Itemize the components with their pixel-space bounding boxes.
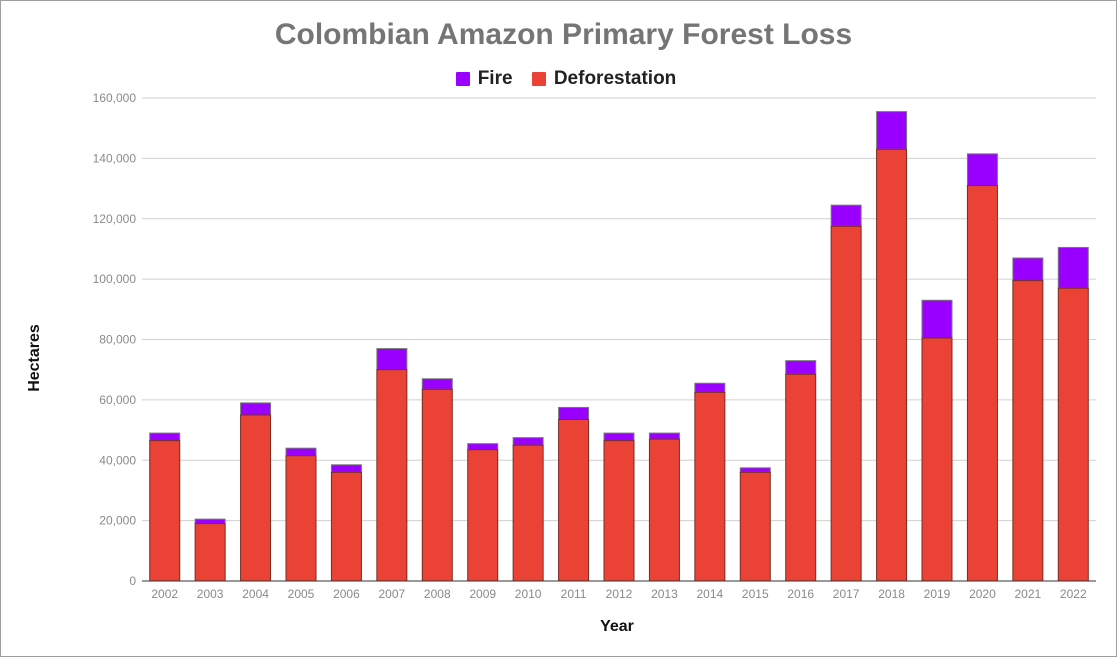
bar-fire <box>149 432 181 442</box>
y-tick-label: 160,000 <box>93 91 137 105</box>
bar-deforestation <box>512 444 544 582</box>
bar-fire <box>876 111 908 150</box>
bar-fire <box>376 348 408 371</box>
bar-deforestation <box>194 523 226 582</box>
x-tick-label: 2018 <box>878 587 905 601</box>
bar-fire <box>739 467 771 473</box>
bar-deforestation <box>921 337 953 582</box>
bar-deforestation <box>285 455 317 582</box>
y-tick-label: 0 <box>129 574 136 588</box>
bar-fire <box>785 360 817 375</box>
bar-fire <box>830 204 862 227</box>
x-tick-label: 2017 <box>833 587 860 601</box>
y-tick-label: 140,000 <box>93 151 137 165</box>
x-axis-title: Year <box>600 618 634 635</box>
legend-label-deforestation: Deforestation <box>553 68 677 89</box>
bar-deforestation <box>376 369 408 582</box>
x-tick-label: 2016 <box>787 587 814 601</box>
x-tick-label: 2002 <box>151 587 178 601</box>
chart-title: Colombian Amazon Primary Forest Loss <box>274 18 853 51</box>
bar-fire <box>467 443 499 451</box>
x-tick-label: 2008 <box>424 587 451 601</box>
y-tick-label: 40,000 <box>99 453 136 467</box>
bar-deforestation <box>830 225 862 582</box>
bar-fire <box>921 299 953 339</box>
y-tick-label: 80,000 <box>99 333 136 347</box>
bar-deforestation <box>966 185 998 582</box>
bar-deforestation <box>1057 287 1089 582</box>
bar-deforestation <box>421 388 453 582</box>
bar-deforestation <box>330 471 362 582</box>
bar-fire <box>966 153 998 187</box>
y-tick-label: 20,000 <box>99 514 136 528</box>
bar-fire <box>285 447 317 457</box>
x-tick-label: 2019 <box>924 587 951 601</box>
x-tick-label: 2006 <box>333 587 360 601</box>
legend-item-deforestation: Deforestation <box>531 68 677 90</box>
y-tick-label: 120,000 <box>93 212 137 226</box>
bar-deforestation <box>648 438 680 582</box>
bar-fire <box>558 406 590 420</box>
bar-deforestation <box>149 440 181 582</box>
legend-swatch-fire <box>455 72 470 86</box>
bar-fire <box>330 464 362 473</box>
x-tick-label: 2014 <box>697 587 724 601</box>
x-tick-label: 2013 <box>651 587 678 601</box>
bar-deforestation <box>739 471 771 582</box>
bar-fire <box>240 402 272 416</box>
legend-swatch-deforestation <box>531 72 546 86</box>
x-tick-label: 2022 <box>1060 587 1087 601</box>
x-tick-label: 2011 <box>561 587 587 601</box>
x-tick-label: 2004 <box>242 587 269 601</box>
x-tick-label: 2003 <box>197 587 224 601</box>
bar-deforestation <box>467 449 499 582</box>
bar-deforestation <box>558 418 590 582</box>
bar-fire <box>1012 257 1044 282</box>
bar-fire <box>648 432 680 440</box>
bar-deforestation <box>876 148 908 582</box>
legend-label-fire: Fire <box>477 68 513 89</box>
x-tick-label: 2020 <box>969 587 996 601</box>
chart-legend: Fire Deforestation <box>0 68 1117 92</box>
x-tick-label: 2012 <box>606 587 633 601</box>
bar-fire <box>603 432 635 442</box>
x-tick-label: 2009 <box>469 587 496 601</box>
bar-deforestation <box>603 440 635 582</box>
legend-item-fire: Fire <box>455 68 513 90</box>
x-tick-label: 2021 <box>1015 587 1042 601</box>
bar-fire <box>1057 246 1089 289</box>
bar-fire <box>694 382 726 393</box>
x-tick-label: 2005 <box>288 587 315 601</box>
x-tick-label: 2010 <box>515 587 542 601</box>
bar-fire <box>512 437 544 446</box>
y-tick-label: 100,000 <box>93 272 137 286</box>
bar-deforestation <box>785 373 817 582</box>
x-tick-label: 2015 <box>742 587 769 601</box>
y-tick-label: 60,000 <box>99 393 136 407</box>
bar-deforestation <box>240 414 272 582</box>
x-tick-label: 2007 <box>379 587 406 601</box>
bar-fire <box>194 518 226 525</box>
bar-deforestation <box>1012 280 1044 582</box>
bar-fire <box>421 378 453 390</box>
bar-deforestation <box>694 391 726 582</box>
